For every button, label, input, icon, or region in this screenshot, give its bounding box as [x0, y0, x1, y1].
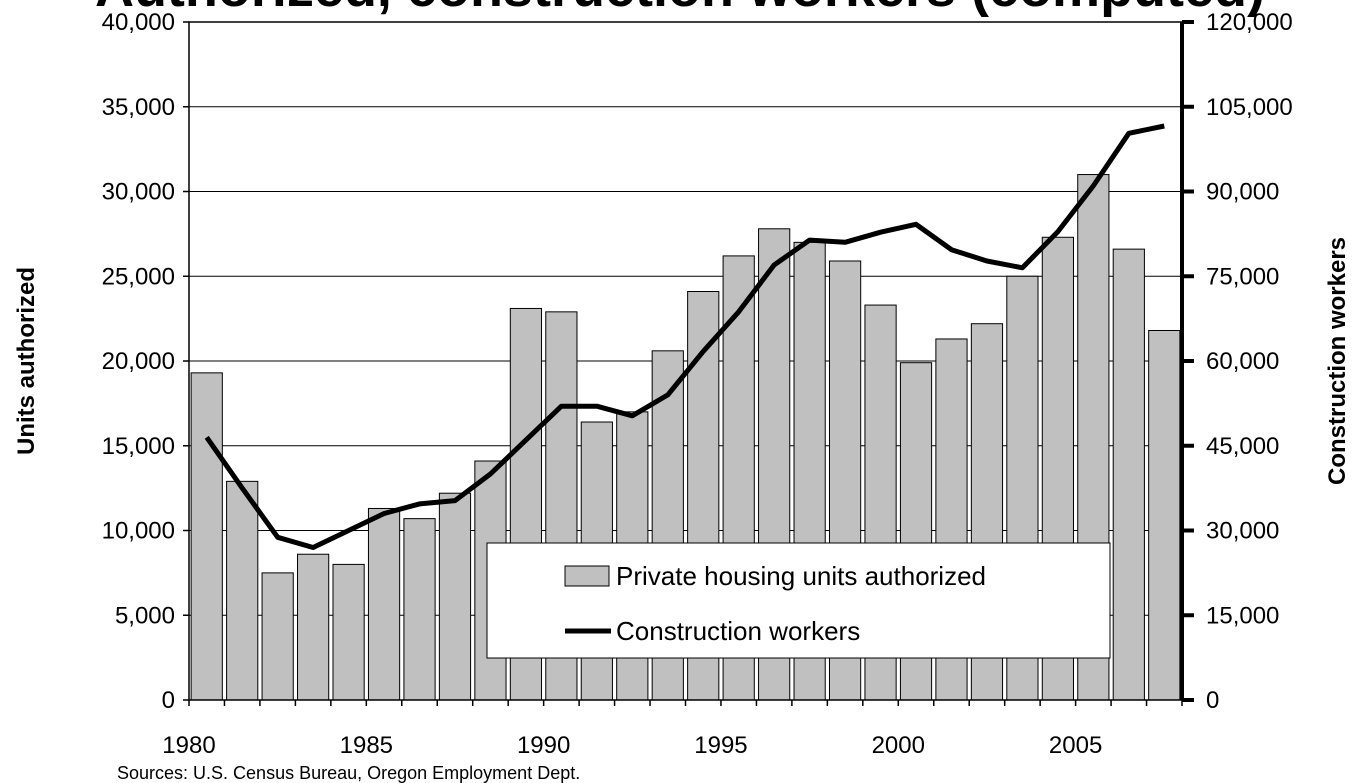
chart-title: Authorized, construction workers (comput… — [95, 0, 1265, 18]
x-tick-label: 1990 — [517, 732, 570, 759]
x-tick-label: 2000 — [872, 732, 925, 759]
x-tick-label: 1980 — [162, 732, 215, 759]
gridlines — [189, 106, 1182, 616]
left-tick-label: 25,000 — [102, 263, 175, 290]
legend: Private housing units authorized Constru… — [486, 542, 1111, 659]
legend-box — [486, 542, 1111, 659]
x-tick-label: 2005 — [1049, 732, 1102, 759]
right-tick-label: 75,000 — [1206, 263, 1279, 290]
source-note: Sources: U.S. Census Bureau, Oregon Empl… — [117, 763, 580, 783]
bar-1983 — [297, 553, 330, 701]
x-tick-label: 1995 — [694, 732, 747, 759]
left-tick-label: 35,000 — [102, 94, 175, 121]
left-axis-title: Units authorized — [13, 267, 40, 455]
bar-1987 — [438, 492, 472, 701]
left-tick-label: 0 — [162, 687, 175, 714]
right-tick-label: 0 — [1206, 687, 1219, 714]
right-tick-label: 120,000 — [1206, 9, 1293, 36]
left-tick-label: 30,000 — [102, 179, 175, 206]
left-tick-label: 5,000 — [115, 602, 175, 629]
bar-1986 — [403, 518, 436, 701]
legend-swatch-bars — [564, 565, 610, 587]
right-axis: 0 15,000 30,000 45,000 60,000 75,000 90,000 105… — [1182, 9, 1293, 714]
construction-workers-line — [204, 123, 1165, 550]
legend-label-line: Construction workers — [616, 616, 860, 646]
bar-1982 — [261, 572, 294, 701]
right-tick-label: 60,000 — [1206, 348, 1279, 375]
left-tick-label: 40,000 — [102, 9, 175, 36]
left-tick-label: 15,000 — [102, 433, 175, 460]
left-axis: 0 5,000 10,000 15,000 20,000 25,000 30,000 35,0… — [102, 9, 189, 714]
bar-2007 — [1148, 329, 1181, 701]
bar-2006 — [1112, 248, 1145, 701]
left-tick-label: 20,000 — [102, 348, 175, 375]
left-tick-label: 10,000 — [102, 518, 175, 545]
right-tick-label: 90,000 — [1206, 179, 1279, 206]
legend-label-bars: Private housing units authorized — [616, 561, 986, 591]
x-axis: 1980 1985 1990 1995 2000 2005 — [162, 700, 1183, 759]
bar-1980 — [190, 372, 223, 701]
bar-1985 — [367, 507, 401, 701]
bar-1981 — [226, 480, 259, 701]
right-tick-label: 105,000 — [1206, 94, 1293, 121]
right-tick-label: 15,000 — [1206, 602, 1279, 629]
x-tick-label: 1985 — [340, 732, 393, 759]
right-tick-label: 30,000 — [1206, 518, 1279, 545]
bar-1984 — [332, 563, 365, 701]
right-axis-title: Construction workers — [1324, 237, 1351, 485]
right-tick-label: 45,000 — [1206, 433, 1279, 460]
